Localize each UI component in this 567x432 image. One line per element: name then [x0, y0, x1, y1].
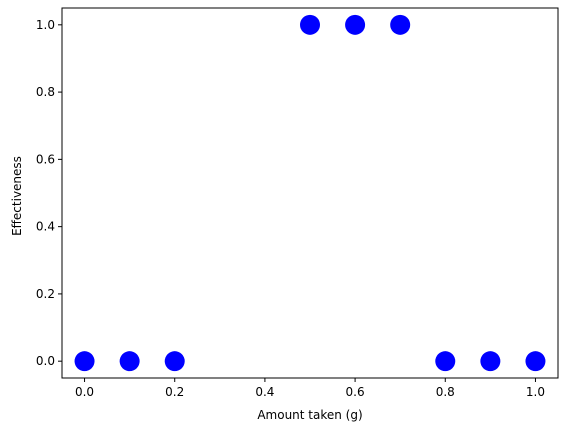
y-tick-label: 0.6	[36, 152, 55, 166]
x-axis-ticks: 0.0 0.2 0.4 0.6 0.8 1.0	[75, 378, 545, 399]
plot-area	[61, 7, 559, 379]
x-tick-label: 0.8	[436, 385, 455, 399]
x-tick-label: 0.2	[165, 385, 184, 399]
data-point	[525, 351, 546, 372]
y-tick-label: 0.8	[36, 85, 55, 99]
data-point	[119, 351, 140, 372]
data-point	[480, 351, 501, 372]
y-tick-label: 1.0	[36, 18, 55, 32]
x-tick-label: 0.6	[346, 385, 365, 399]
data-point	[390, 14, 411, 35]
y-tick-label: 0.4	[36, 220, 55, 234]
x-tick-label: 0.4	[255, 385, 274, 399]
data-point	[300, 14, 320, 35]
y-axis-label: Effectiveness	[10, 156, 24, 236]
y-axis-ticks: 0.0 0.2 0.4 0.6 0.8 1.0	[36, 18, 62, 368]
x-axis-label: Amount taken (g)	[257, 408, 362, 422]
x-tick-label: 0.0	[75, 385, 94, 399]
y-tick-label: 0.0	[36, 354, 55, 368]
x-tick-label: 1.0	[526, 385, 545, 399]
data-point	[164, 351, 185, 372]
data-point	[435, 351, 456, 372]
y-tick-label: 0.2	[36, 287, 55, 301]
data-point	[345, 14, 366, 35]
data-point	[74, 351, 95, 372]
data-points	[74, 14, 546, 372]
